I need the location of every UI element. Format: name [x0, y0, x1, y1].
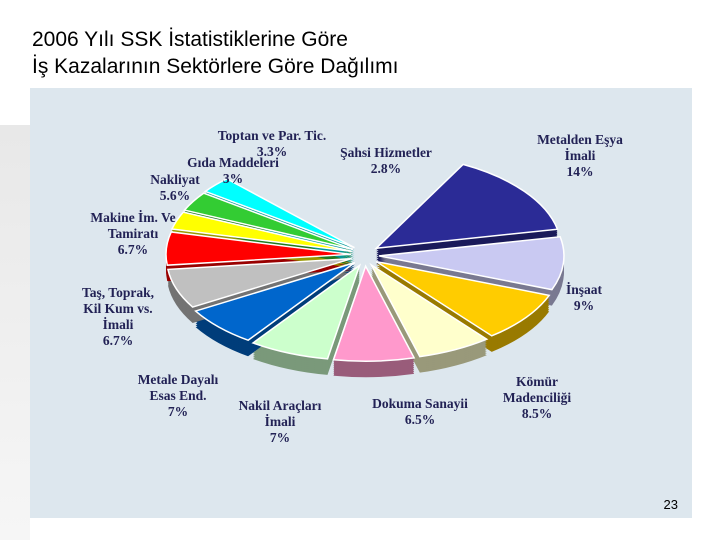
category-label: Kömür Madenciliği [502, 374, 572, 405]
value-label: 5.6% [159, 188, 191, 203]
slice [251, 263, 362, 360]
slice-label: İnşaat 9% [566, 282, 602, 314]
slice-label: Kömür Madenciliği 8.5% [503, 374, 571, 422]
slice-label: Metalden Eşya İmali 14% [537, 132, 623, 180]
value-label: 2.8% [370, 161, 402, 176]
slice [183, 192, 354, 251]
decor-strip [0, 125, 30, 540]
value-label: 6.5% [404, 412, 436, 427]
value-label: 6.7% [117, 242, 149, 257]
slice-label: Dokuma Sanayii 6.5% [372, 396, 468, 428]
slice-label: Toptan ve Par. Tic. 3.3% [218, 128, 326, 160]
category-label: Nakliyat [150, 172, 200, 187]
category-label: Şahsi Hizmetler [340, 145, 432, 160]
page-number: 23 [663, 497, 678, 512]
slice [167, 257, 352, 308]
slice-label: Makine İm. Ve Tamiratı 6.7% [90, 210, 175, 258]
value-label: 3% [222, 171, 244, 186]
slice [165, 231, 352, 266]
category-label: Makine İm. Ve Tamiratı [90, 210, 176, 241]
category-label: Metalden Eşya İmali [537, 132, 623, 163]
slice-label: Taş, Toprak, Kil Kum vs. İmali 6.7% [82, 285, 154, 349]
slice [203, 178, 355, 249]
slice [374, 163, 559, 250]
slice [194, 261, 356, 342]
value-label: 6.7% [102, 333, 134, 348]
category-label: Toptan ve Par. Tic. [217, 128, 327, 143]
value-label: 7% [167, 404, 189, 419]
category-label: Taş, Toprak, Kil Kum vs. İmali [82, 285, 154, 332]
slice-label: Metale Dayalı Esas End. 7% [138, 372, 219, 420]
slice [378, 235, 565, 291]
category-label: İnşaat [565, 282, 603, 297]
value-label: 7% [269, 430, 291, 445]
value-label: 3.3% [256, 144, 288, 159]
value-label: 9% [573, 298, 595, 313]
slice [369, 262, 489, 358]
value-label: 14% [566, 164, 594, 179]
slice-label: Şahsi Hizmetler 2.8% [340, 145, 432, 177]
category-label: Metale Dayalı Esas End. [137, 372, 219, 403]
slice-label: Nakliyat 5.6% [150, 172, 200, 204]
category-label: Dokuma Sanayii [372, 396, 468, 411]
slice [170, 211, 352, 253]
slice-label: Nakil Araçları İmali 7% [239, 398, 322, 446]
slide-title: 2006 Yılı SSK İstatistiklerine Göre İş K… [32, 28, 399, 78]
slice-label: Gıda Maddeleri 3% [187, 155, 279, 187]
slice [375, 260, 551, 337]
slice [332, 264, 416, 362]
category-label: Nakil Araçları İmali [238, 398, 322, 429]
category-label: Gıda Maddeleri [187, 155, 279, 170]
value-label: 8.5% [521, 406, 553, 421]
